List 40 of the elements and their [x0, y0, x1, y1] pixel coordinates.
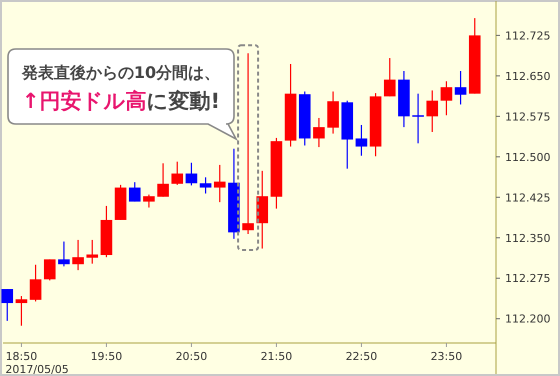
candlestick	[128, 182, 141, 202]
candlestick	[186, 162, 198, 186]
x-tick-label: 23:50	[430, 350, 462, 363]
candlestick	[412, 93, 424, 144]
y-tick-label: 112.500	[505, 150, 550, 164]
y-tick-label: 112.650	[505, 70, 550, 83]
candlestick	[171, 161, 184, 186]
candlestick	[356, 124, 368, 156]
candlestick	[440, 80, 452, 116]
candlestick	[214, 164, 226, 203]
candlestick	[384, 57, 396, 97]
text: 2017/05/05	[5, 363, 69, 376]
candlestick	[143, 194, 155, 208]
candlestick	[44, 258, 56, 281]
y-tick-label: 112.200	[505, 312, 550, 326]
x-tick-label: 22:50	[346, 350, 378, 363]
y-tick-label: 112.425	[505, 191, 550, 204]
candlestick	[58, 240, 70, 267]
x-tick-label: 20:50	[176, 350, 208, 363]
candlestick	[200, 176, 212, 194]
y-tick-label: 112.725	[505, 29, 550, 42]
candlestick	[242, 52, 254, 235]
y-tick-label: 112.575	[505, 110, 550, 124]
annotation: ↑円安ドル高	[22, 89, 147, 113]
candlestick	[1, 288, 14, 322]
candlestick	[72, 239, 84, 271]
candlestick	[86, 239, 98, 264]
annotation: に変動!	[146, 89, 220, 113]
x-tick-label: 21:50	[260, 350, 292, 363]
y-tick-label: 112.275	[505, 272, 550, 286]
candlestick	[157, 162, 169, 198]
x-tick-label: 18:50	[6, 350, 38, 363]
candlestick	[454, 70, 466, 106]
candlestick	[30, 264, 42, 302]
x-tick-label: 19:50	[90, 350, 122, 363]
annotation: 発表直後からの10分間は、	[20, 63, 220, 82]
candlestick	[313, 117, 325, 148]
y-tick-label: 112.350	[505, 232, 550, 245]
candlestick	[426, 90, 438, 133]
candlestick	[16, 295, 28, 326]
